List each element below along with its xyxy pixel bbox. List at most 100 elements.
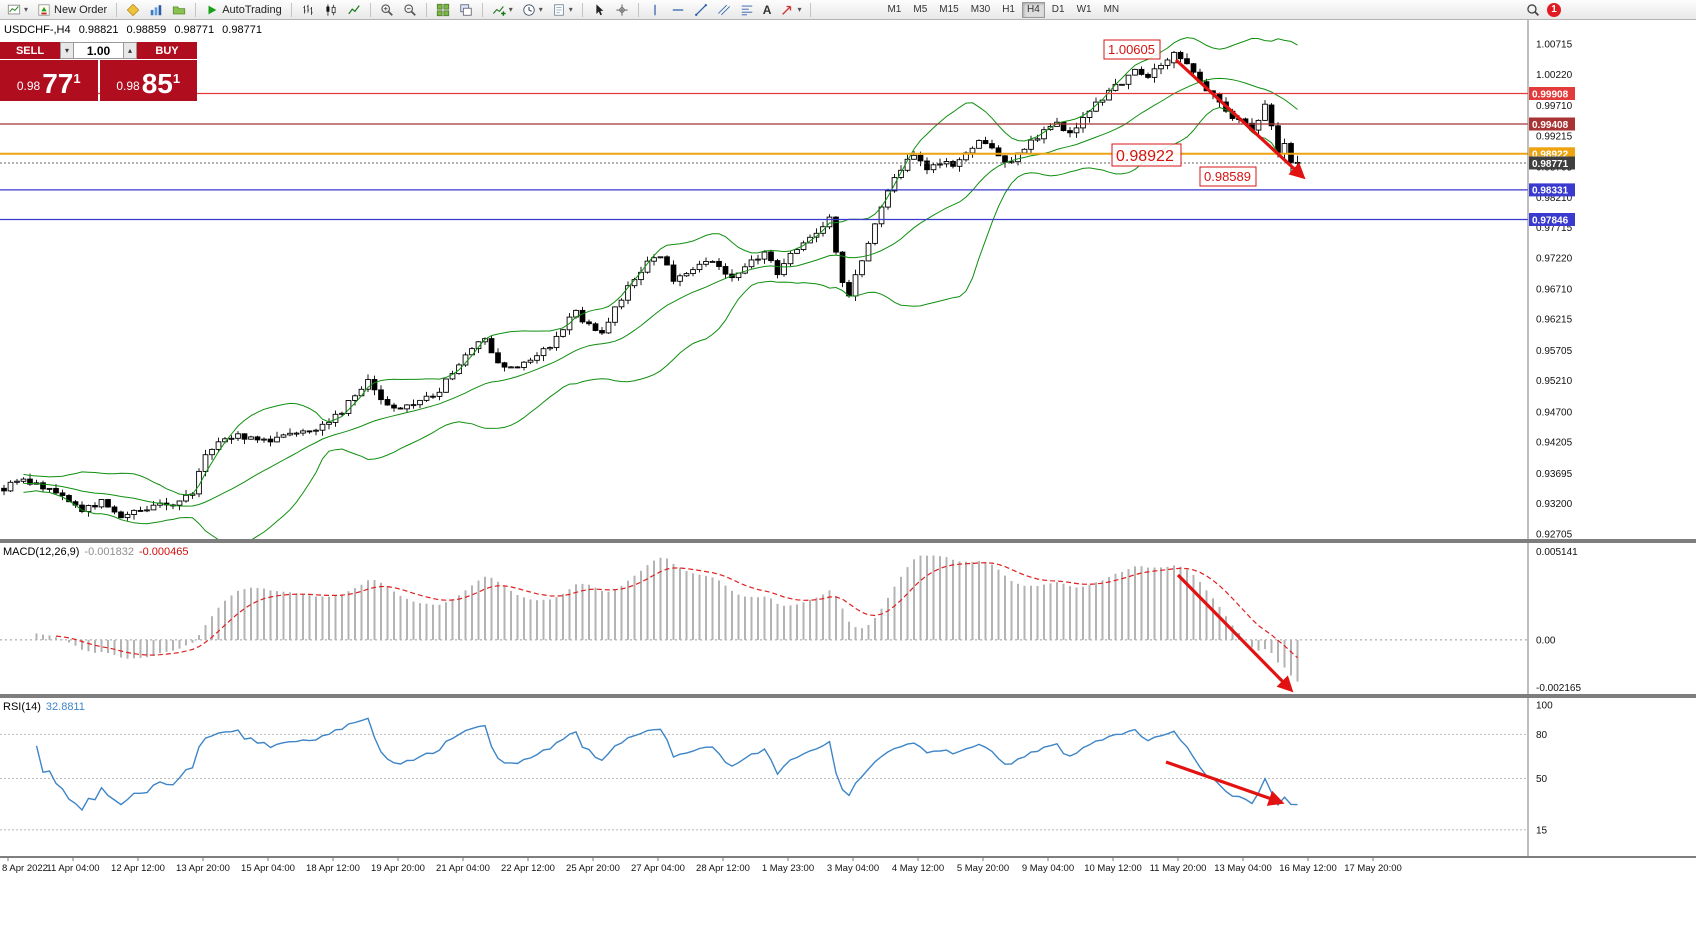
price-badge-0.99408 — [1529, 117, 1575, 131]
svg-text:1.00220: 1.00220 — [1536, 70, 1573, 81]
quote-open: 0.98821 — [78, 24, 119, 36]
candlestick-chart-button[interactable] — [320, 1, 342, 19]
chevron-down-icon: ▾ — [24, 4, 29, 14]
line-chart-button[interactable] — [343, 1, 365, 19]
buy-price-display[interactable]: 0.98 85 1 — [99, 60, 197, 101]
price-annotations[interactable]: 1.00605 0.98922 0.98589 — [1103, 39, 1257, 187]
metaeditor-button[interactable] — [122, 1, 144, 19]
svg-text:0.99908: 0.99908 — [1532, 89, 1569, 100]
search-icon[interactable] — [1526, 3, 1540, 17]
macd-signal-value: -0.000465 — [138, 546, 189, 558]
svg-text:0.93200: 0.93200 — [1536, 499, 1573, 510]
notification-badge[interactable]: 1 — [1547, 2, 1561, 17]
text-tool-button[interactable]: A — [759, 1, 776, 19]
trend-down-arrow[interactable] — [1174, 58, 1306, 180]
svg-text:0.98589: 0.98589 — [1204, 169, 1251, 184]
timeframe-button-h4[interactable]: H4 — [1021, 1, 1045, 18]
timeframe-button-m1[interactable]: M1 — [887, 3, 902, 15]
sell-price-pipette: 1 — [73, 71, 81, 86]
svg-text:0.99710: 0.99710 — [1536, 101, 1573, 112]
timeframe-button-m30[interactable]: M30 — [970, 3, 991, 15]
autotrading-button[interactable]: AutoTrading — [201, 1, 286, 19]
svg-text:4 May 12:00: 4 May 12:00 — [892, 863, 944, 874]
cursor-button[interactable] — [588, 1, 610, 19]
svg-text:0.95705: 0.95705 — [1536, 346, 1573, 357]
svg-text:0.96710: 0.96710 — [1536, 284, 1573, 295]
rsi-panel[interactable]: 100 80 50 15 — [0, 698, 1696, 856]
rsi-down-arrow[interactable] — [1165, 760, 1285, 806]
quote-close: 0.98771 — [222, 24, 262, 36]
svg-text:28 Apr 12:00: 28 Apr 12:00 — [696, 863, 750, 874]
buy-button[interactable]: BUY — [137, 42, 197, 59]
panel-separator[interactable] — [0, 694, 1696, 698]
sell-button[interactable]: SELL — [0, 42, 60, 59]
cascade-windows-icon — [460, 3, 472, 16]
chevron-down-icon: ▾ — [508, 4, 513, 14]
timeframe-button-d1[interactable]: D1 — [1051, 3, 1065, 15]
svg-text:0.99215: 0.99215 — [1536, 131, 1573, 142]
svg-text:0.98922: 0.98922 — [1532, 150, 1569, 161]
timeframe-button-h1[interactable]: H1 — [1002, 3, 1015, 15]
vertical-line-icon — [654, 4, 656, 15]
buy-price-pipette: 1 — [172, 71, 181, 86]
channel-button[interactable] — [713, 1, 735, 19]
main-price-chart[interactable]: 1.00605 0.98922 0.98589 1.00715 1.00220 0.997… — [0, 20, 1696, 539]
svg-text:0.94205: 0.94205 — [1536, 438, 1573, 449]
volume-input[interactable]: 1.00 — [74, 42, 123, 59]
zoom-in-button[interactable] — [376, 1, 398, 19]
horizontal-level-lines[interactable] — [0, 92, 1528, 221]
svg-text:18 Apr 12:00: 18 Apr 12:00 — [306, 863, 360, 874]
timeframe-button-m15[interactable]: M15 — [939, 3, 959, 15]
new-order-button[interactable]: New Order — [33, 1, 111, 19]
macd-name: MACD(12,26,9) — [3, 546, 80, 558]
timeframe-button-w1[interactable]: W1 — [1076, 3, 1092, 15]
navigator-button[interactable] — [168, 1, 190, 19]
horizontal-line-button[interactable] — [667, 1, 689, 19]
chevron-down-icon: ▾ — [797, 4, 802, 14]
trendline-button[interactable] — [690, 1, 712, 19]
buy-price-prefix: 0.98 — [116, 79, 140, 93]
bollinger-bands — [23, 37, 1298, 539]
arrow-tool-icon — [782, 5, 792, 15]
trendline-icon — [694, 3, 707, 16]
zoom-out-button[interactable] — [399, 1, 421, 19]
cascade-windows-button[interactable] — [455, 1, 477, 19]
timeframe-button-m5[interactable]: M5 — [913, 3, 928, 15]
channel-icon — [717, 4, 730, 15]
play-icon — [205, 3, 219, 17]
market-watch-button[interactable] — [145, 1, 167, 19]
cursor-icon — [596, 3, 604, 15]
fibonacci-button[interactable] — [736, 1, 758, 19]
metaeditor-icon — [126, 3, 140, 16]
macd-main-value: -0.001832 — [84, 546, 134, 558]
volume-decrease-button[interactable]: ▾ — [60, 42, 74, 59]
timeframe-button-mn[interactable]: MN — [1103, 3, 1120, 15]
toolbar-separator — [481, 2, 483, 17]
tile-windows-button[interactable] — [432, 1, 454, 19]
svg-text:0.99408: 0.99408 — [1532, 120, 1569, 131]
svg-text:0.005141: 0.005141 — [1536, 547, 1578, 558]
periods-button[interactable]: ▾ — [518, 1, 547, 19]
toolbar-separator — [369, 2, 371, 17]
panel-separator[interactable] — [0, 539, 1696, 543]
chart-menu-button[interactable]: ▾ — [3, 1, 32, 19]
svg-text:0.95210: 0.95210 — [1536, 376, 1573, 387]
candlestick-chart-icon — [326, 3, 336, 16]
vertical-line-button[interactable] — [644, 1, 666, 19]
toolbar-separator — [116, 2, 118, 17]
volume-increase-button[interactable]: ▴ — [123, 42, 137, 59]
toolbar-separator — [810, 2, 812, 17]
macd-signal-line — [55, 562, 1298, 659]
templates-button[interactable]: ▾ — [548, 1, 577, 19]
sell-price-display[interactable]: 0.98 77 1 — [0, 60, 98, 101]
arrows-tool-button[interactable]: ▾ — [776, 1, 805, 19]
crosshair-button[interactable] — [611, 1, 633, 19]
macd-down-arrow[interactable] — [1176, 573, 1294, 693]
indicators-button[interactable]: ▾ — [488, 1, 517, 19]
bar-chart-button[interactable] — [297, 1, 319, 19]
svg-text:25 Apr 20:00: 25 Apr 20:00 — [566, 863, 620, 874]
macd-panel[interactable]: 0.005141 0.00 -0.002165 — [0, 543, 1696, 694]
